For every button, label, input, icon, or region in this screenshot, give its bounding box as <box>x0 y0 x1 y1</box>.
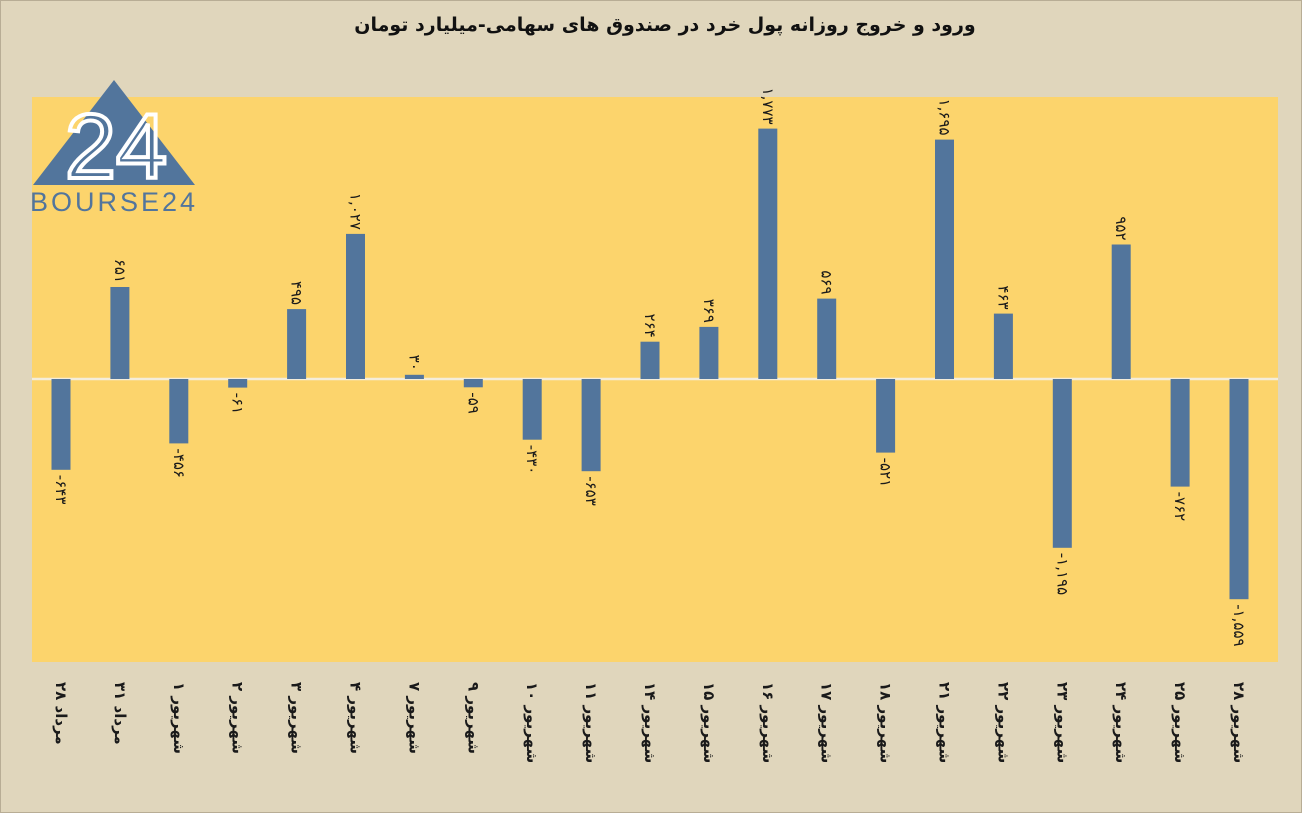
category-tick-label: ۲۴ شهریور <box>1112 682 1130 763</box>
bar <box>1229 379 1249 600</box>
bar-value-label: -۴۳۰ <box>523 445 541 475</box>
bar <box>463 379 483 388</box>
bar <box>110 287 130 379</box>
bar <box>169 379 189 444</box>
bar <box>522 379 542 440</box>
category-tick-label: ۲۱ شهریور <box>936 682 954 763</box>
bar-value-label: ۶۵۱ <box>111 259 129 283</box>
category-tick-label: ۹ شهریور <box>464 682 482 754</box>
bar <box>699 326 719 379</box>
bar <box>346 233 365 379</box>
bar-value-label: ۹۵۲ <box>1112 216 1130 240</box>
category-tick-label: ۲۳ شهریور <box>1053 682 1071 763</box>
category-tick-label: ۳ شهریور <box>288 682 306 754</box>
bar <box>817 298 837 379</box>
category-tick-label: ۱ شهریور <box>170 682 188 754</box>
bar <box>228 379 248 388</box>
category-tick-label: ۱۶ شهریور <box>759 682 777 763</box>
bar <box>993 313 1013 379</box>
bar-value-label: ۴۹۵ <box>288 281 306 305</box>
bar-value-label: -۶۵۳ <box>582 476 600 506</box>
bar-value-label: -۶۴۳ <box>52 475 70 505</box>
bar-value-label: ۱,۰۲۷ <box>347 193 365 230</box>
logo-triangle <box>33 80 195 185</box>
category-tick-label: ۱۰ شهریور <box>523 682 541 763</box>
bar <box>51 379 71 470</box>
bar-value-label: ۳۶۹ <box>700 299 718 323</box>
bar-value-label: -۶۱ <box>229 393 247 415</box>
logo-wordmark: BOURSE24 <box>30 187 198 217</box>
bar-value-label: -۵۲۱ <box>877 458 895 488</box>
chart-title: ورود و خروج روزانه پول خرد در صندوق های … <box>354 14 976 36</box>
bar <box>876 379 896 453</box>
category-tick-label: ۴ شهریور <box>347 682 365 754</box>
category-tick-label: ۱۵ شهریور <box>700 682 718 763</box>
bar <box>1170 379 1190 487</box>
category-tick-label: ۲۸ مرداد <box>52 682 70 745</box>
category-tick-label: ۲۵ شهریور <box>1171 682 1189 763</box>
bar-value-label: -۴۵۶ <box>170 448 188 478</box>
category-tick-label: ۱۴ شهریور <box>641 682 659 763</box>
bar-value-label: ۲۶۴ <box>641 314 659 338</box>
category-tick-label: ۱۱ شهریور <box>582 682 600 763</box>
category-tick-label: ۱۷ شهریور <box>818 682 836 763</box>
bourse24-logo: 24 BOURSE24 <box>30 80 198 217</box>
bar <box>404 374 424 379</box>
bar-value-label: ۳۰ <box>405 355 423 371</box>
category-tick-label: ۲۸ شهریور <box>1230 682 1248 763</box>
bar-value-label: -۷۶۲ <box>1171 492 1189 522</box>
category-tick-label: ۷ شهریور <box>405 682 423 754</box>
bar-value-label: ۵۶۹ <box>818 270 836 294</box>
category-tick-label: ۳۱ مرداد <box>111 682 129 745</box>
bar <box>287 309 307 379</box>
bar <box>640 341 660 379</box>
bar-value-label: -۱,۵۵۹ <box>1230 604 1248 646</box>
bar <box>1052 379 1072 548</box>
bar-value-label: -۵۹ <box>464 392 482 414</box>
bar <box>1111 244 1131 379</box>
logo-mark-text: 24 <box>65 96 167 198</box>
category-tick-label: ۲ شهریور <box>229 682 247 754</box>
category-tick-label: ۱۸ شهریور <box>877 682 895 763</box>
category-tick-label: ۲۲ شهریور <box>994 682 1012 763</box>
bar-value-label: ۱,۶۹۵ <box>936 99 954 136</box>
bar-value-label: -۱,۱۹۵ <box>1053 553 1071 595</box>
bar <box>935 139 954 379</box>
bar-value-label: ۱,۷۷۳ <box>759 88 777 125</box>
bar <box>581 379 601 472</box>
bar-value-label: ۴۶۳ <box>994 285 1012 309</box>
bar <box>758 128 778 379</box>
